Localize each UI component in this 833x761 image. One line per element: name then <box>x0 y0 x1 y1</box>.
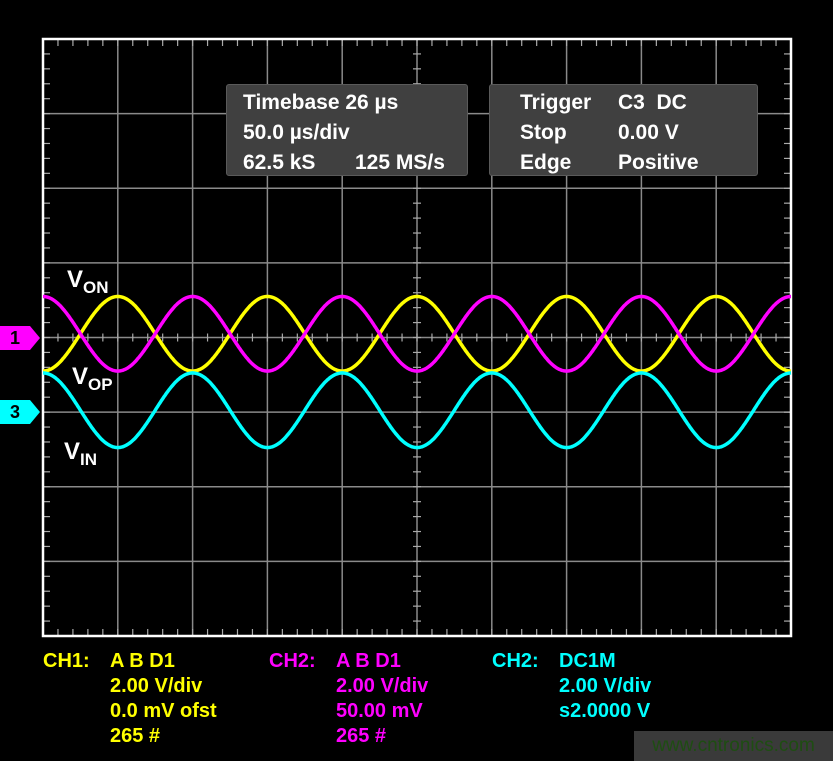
channel-1-info: CH1: A B D1 2.00 V/div 0.0 mV ofst 265 # <box>43 649 217 749</box>
channel-scale: 2.00 V/div <box>559 675 652 697</box>
trigger-type-label: Edge <box>520 151 572 174</box>
trigger-slope: Positive <box>618 151 699 174</box>
channel-offset: 0.0 mV ofst <box>110 700 217 722</box>
trace-label-vop: VOP <box>72 363 113 394</box>
waveform-traces <box>42 294 792 450</box>
trace-vin <box>42 371 792 450</box>
channel-2-info: CH2: A B D1 2.00 V/div 50.00 mV 265 # <box>269 649 428 749</box>
channel-offset: 50.00 mV <box>336 700 423 722</box>
channel-3-info: CH2: DC1M 2.00 V/div s2.0000 V <box>492 649 651 724</box>
graticule-border <box>41 37 793 638</box>
trace-label-vin: VIN <box>64 438 98 469</box>
channel-header: CH2: <box>269 650 316 672</box>
trigger-info-box: Trigger C3 DC Stop 0.00 V Edge Positive <box>489 84 758 176</box>
time-per-div: 50.0 µs/div <box>243 121 350 144</box>
channel-scale: 2.00 V/div <box>110 675 203 697</box>
channel-1-marker[interactable]: 1 <box>0 326 40 350</box>
channel-3-marker[interactable]: 3 <box>0 400 40 424</box>
timebase-info-box: Timebase 26 µs 50.0 µs/div 62.5 kS 125 MS… <box>226 84 468 176</box>
channel-header: CH1: <box>43 650 90 672</box>
trigger-label: Trigger <box>520 91 592 114</box>
watermark: www.cntronics.com <box>634 731 833 761</box>
trace-von <box>42 294 792 373</box>
channel-count: 265 # <box>110 725 161 747</box>
channel-coupling: DC1M <box>559 650 616 672</box>
channel-coupling: A B D1 <box>110 650 175 672</box>
sample-count: 62.5 kS <box>243 151 316 174</box>
trace-vop <box>43 294 791 373</box>
sample-rate: 125 MS/s <box>355 151 445 174</box>
trace-label-von: VON <box>67 266 109 297</box>
trigger-source: C3 DC <box>618 91 687 114</box>
channel-count: 265 # <box>336 725 387 747</box>
timebase-value: Timebase 26 µs <box>243 91 399 114</box>
channel-header: CH2: <box>492 650 539 672</box>
channel-offset: s2.0000 V <box>559 700 651 722</box>
channel-coupling: A B D1 <box>336 650 401 672</box>
channel-scale: 2.00 V/div <box>336 675 429 697</box>
trigger-level: 0.00 V <box>618 121 679 144</box>
trigger-mode-label: Stop <box>520 121 567 144</box>
